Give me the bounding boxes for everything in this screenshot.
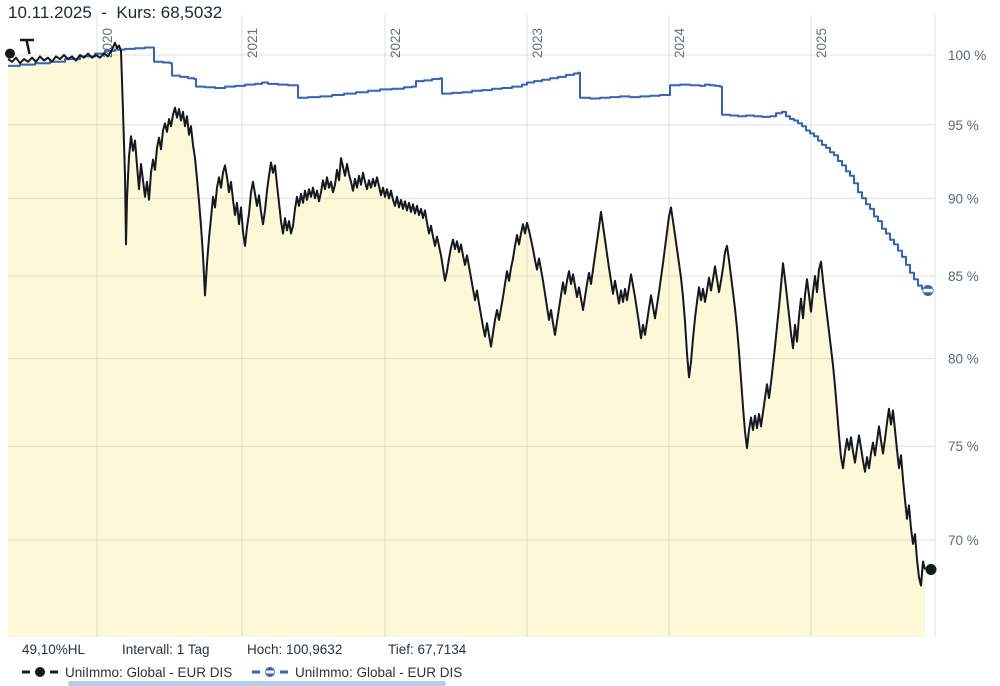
- stat-low: Tief: 67,7134: [388, 642, 467, 657]
- svg-text:2025: 2025: [814, 28, 829, 58]
- price-end-dot: [925, 564, 937, 575]
- svg-text:2022: 2022: [388, 28, 403, 58]
- svg-text:70 %: 70 %: [948, 533, 979, 548]
- chart-canvas[interactable]: 100 %95 %90 %85 %80 %75 %70 %2020 2021 202…: [0, 0, 1000, 640]
- event-flag-icon: [20, 38, 34, 55]
- svg-text:100 %: 100 %: [948, 48, 986, 63]
- svg-text:95 %: 95 %: [948, 118, 979, 133]
- svg-text:90 %: 90 %: [948, 191, 979, 206]
- svg-text:75 %: 75 %: [948, 439, 979, 454]
- svg-text:85 %: 85 %: [948, 269, 979, 284]
- black-line-circle-marker-icon: [22, 667, 58, 677]
- legend-label: UniImmo: Global - EUR DIS: [295, 664, 463, 680]
- legend-item-nav-series[interactable]: UniImmo: Global - EUR DIS: [252, 663, 462, 681]
- stat-range: 49,10%HL: [22, 642, 86, 657]
- blue-line-striped-circle-marker-icon: [252, 667, 288, 677]
- chart-header-date-price: 10.11.2025 - Kurs: 68,5032: [8, 3, 223, 22]
- stat-high: Hoch: 100,9632: [247, 642, 343, 657]
- legend-label: UniImmo: Global - EUR DIS: [65, 664, 233, 680]
- chart-footer: 49,10%HL Intervall: 1 Tag Hoch: 100,9632…: [0, 640, 1000, 686]
- chart-area[interactable]: 100 % 95 % 90 % 85 % 80 % 75 % 70 % 2020 2021 202…: [0, 0, 1000, 640]
- series-start-dot: [5, 48, 15, 59]
- svg-text:2024: 2024: [672, 27, 687, 58]
- svg-text:2021: 2021: [245, 28, 260, 58]
- price-area-fill: [8, 42, 925, 638]
- horizontal-scrollbar-thumb[interactable]: [68, 681, 446, 686]
- stat-interval: Intervall: 1 Tag: [122, 642, 210, 657]
- nav-line: [8, 46, 929, 291]
- svg-text:80 %: 80 %: [948, 352, 979, 367]
- legend-item-price-series[interactable]: UniImmo: Global - EUR DIS: [22, 663, 232, 681]
- price-line: [7, 41, 926, 587]
- svg-text:2023: 2023: [530, 28, 545, 58]
